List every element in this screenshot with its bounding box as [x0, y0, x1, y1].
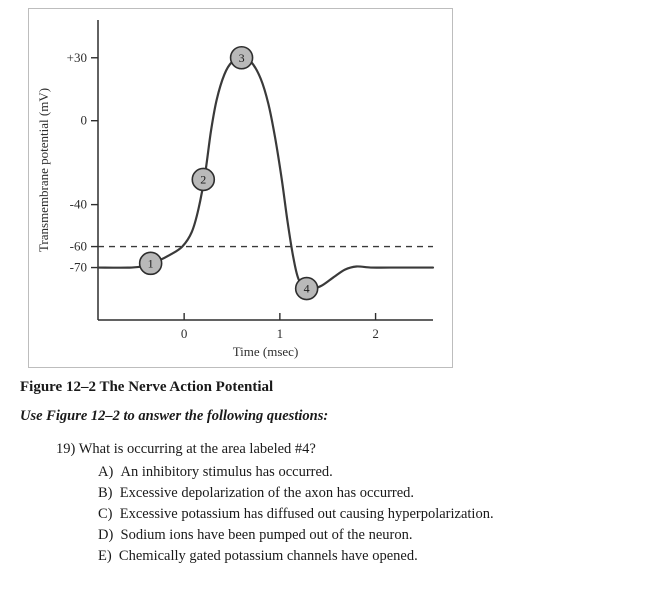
question-text: What is occurring at the area labeled #4…: [79, 441, 316, 457]
svg-text:-60: -60: [70, 239, 87, 254]
option-d: D) Sodium ions have been pumped out of t…: [98, 525, 641, 546]
svg-text:-70: -70: [70, 260, 87, 275]
chart-svg: -70 -60 -40 0 +30 0 1 2 Time (msec) Transmembrane…: [28, 8, 453, 368]
answer-options: A) An inhibitory stimulus has occurred. …: [98, 462, 641, 567]
question-number: 19): [56, 441, 75, 457]
question-19: 19) What is occurring at the area labele…: [56, 439, 641, 460]
svg-text:3: 3: [239, 51, 245, 65]
option-c: C) Excessive potassium has diffused out …: [98, 504, 641, 525]
figure-caption: Figure 12–2 The Nerve Action Potential: [20, 379, 641, 396]
svg-text:Transmembrane potential (mV): Transmembrane potential (mV): [36, 88, 51, 252]
svg-text:Time (msec): Time (msec): [233, 344, 299, 359]
svg-text:0: 0: [181, 326, 188, 341]
svg-text:4: 4: [304, 282, 310, 296]
svg-text:2: 2: [372, 326, 379, 341]
action-potential-chart: -70 -60 -40 0 +30 0 1 2 Time (msec) Transmembrane…: [28, 8, 453, 373]
option-b: B) Excessive depolarization of the axon …: [98, 483, 641, 504]
option-a: A) An inhibitory stimulus has occurred.: [98, 462, 641, 483]
figure-instruction: Use Figure 12–2 to answer the following …: [20, 408, 641, 425]
page: -70 -60 -40 0 +30 0 1 2 Time (msec) Transmembrane…: [0, 0, 659, 603]
svg-text:-40: -40: [70, 197, 87, 212]
svg-text:0: 0: [81, 113, 88, 128]
svg-text:2: 2: [200, 172, 206, 186]
option-e: E) Chemically gated potassium channels h…: [98, 546, 641, 567]
svg-text:+30: +30: [67, 50, 87, 65]
svg-text:1: 1: [148, 256, 154, 270]
svg-text:1: 1: [277, 326, 284, 341]
